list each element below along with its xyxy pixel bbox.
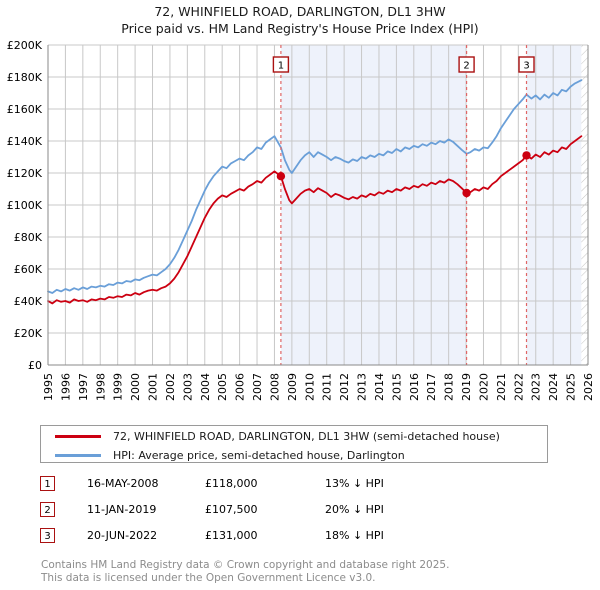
svg-text:2025: 2025	[565, 373, 578, 401]
chart-subtitle: Price paid vs. HM Land Registry's House …	[121, 21, 479, 36]
price-history-chart: £0 £20K £40K £60K £80K £100K £120K £140K £160K £1…	[7, 39, 595, 401]
transaction-delta-1: 13% ↓ HPI	[325, 476, 384, 490]
transaction-price-2: £107,500	[205, 502, 258, 516]
svg-text:2026: 2026	[582, 373, 595, 401]
transaction-date-1: 16-MAY-2008	[87, 476, 159, 490]
svg-text:2014: 2014	[373, 373, 386, 401]
svg-text:1998: 1998	[94, 373, 107, 401]
svg-text:£80K: £80K	[14, 231, 43, 244]
svg-text:2017: 2017	[425, 373, 438, 401]
svg-text:£20K: £20K	[14, 327, 43, 340]
table-row: 2 11-JAN-2019 £107,500 20% ↓ HPI	[40, 496, 560, 522]
svg-text:2004: 2004	[199, 373, 212, 401]
legend-swatch-hpi	[55, 453, 101, 457]
svg-text:£0: £0	[28, 359, 42, 372]
svg-text:2005: 2005	[216, 373, 229, 401]
svg-text:1995: 1995	[42, 373, 55, 401]
chart-legend: 72, WHINFIELD ROAD, DARLINGTON, DL1 3HW …	[40, 425, 548, 463]
svg-text:2013: 2013	[356, 373, 369, 401]
svg-text:2010: 2010	[303, 373, 316, 401]
copyright-footer: Contains HM Land Registry data © Crown c…	[41, 559, 581, 584]
svg-text:2009: 2009	[286, 373, 299, 401]
footer-line-1: Contains HM Land Registry data © Crown c…	[41, 559, 450, 571]
svg-text:2012: 2012	[338, 373, 351, 401]
transaction-badge-3: 3	[40, 527, 55, 543]
transaction-date-2: 11-JAN-2019	[87, 502, 157, 516]
transaction-table: 1 16-MAY-2008 £118,000 13% ↓ HPI 2 11-JA…	[40, 470, 560, 548]
svg-text:£140K: £140K	[7, 135, 43, 148]
transaction-delta-2: 20% ↓ HPI	[325, 502, 384, 516]
svg-text:1: 1	[278, 61, 284, 72]
svg-text:2021: 2021	[495, 373, 508, 401]
svg-text:1997: 1997	[77, 373, 90, 401]
svg-text:2008: 2008	[268, 373, 281, 401]
legend-swatch-property	[55, 434, 101, 438]
page-title: 72, WHINFIELD ROAD, DARLINGTON, DL1 3HW …	[0, 3, 600, 37]
legend-label-hpi: HPI: Average price, semi-detached house,…	[113, 448, 405, 462]
svg-text:£100K: £100K	[7, 199, 43, 212]
transaction-badge-1: 1	[40, 475, 55, 491]
svg-text:2001: 2001	[147, 373, 160, 401]
svg-text:1996: 1996	[59, 373, 72, 401]
svg-text:2022: 2022	[512, 373, 525, 401]
svg-text:2020: 2020	[477, 373, 490, 401]
svg-text:2016: 2016	[408, 373, 421, 401]
svg-text:£200K: £200K	[7, 39, 43, 52]
svg-text:2018: 2018	[443, 373, 456, 401]
legend-label-property: 72, WHINFIELD ROAD, DARLINGTON, DL1 3HW …	[113, 429, 500, 443]
svg-text:£60K: £60K	[14, 263, 43, 276]
svg-text:2019: 2019	[460, 373, 473, 401]
transaction-badge-2: 2	[40, 501, 55, 517]
table-row: 1 16-MAY-2008 £118,000 13% ↓ HPI	[40, 470, 560, 496]
svg-text:2011: 2011	[321, 373, 334, 401]
transaction-price-3: £131,000	[205, 528, 258, 542]
legend-item-property: 72, WHINFIELD ROAD, DARLINGTON, DL1 3HW …	[41, 427, 547, 445]
svg-text:£120K: £120K	[7, 167, 43, 180]
svg-text:2: 2	[463, 61, 469, 72]
svg-text:2007: 2007	[251, 373, 264, 401]
transaction-date-3: 20-JUN-2022	[87, 528, 158, 542]
svg-text:1999: 1999	[112, 373, 125, 401]
legend-item-hpi: HPI: Average price, semi-detached house,…	[41, 446, 547, 464]
svg-text:3: 3	[523, 61, 529, 72]
table-row: 3 20-JUN-2022 £131,000 18% ↓ HPI	[40, 522, 560, 548]
chart-title: 72, WHINFIELD ROAD, DARLINGTON, DL1 3HW	[154, 4, 446, 19]
svg-text:2000: 2000	[129, 373, 142, 401]
svg-text:2006: 2006	[234, 373, 247, 401]
svg-text:2015: 2015	[390, 373, 403, 401]
svg-text:£160K: £160K	[7, 103, 43, 116]
svg-text:2002: 2002	[164, 373, 177, 401]
transaction-delta-3: 18% ↓ HPI	[325, 528, 384, 542]
svg-text:£40K: £40K	[14, 295, 43, 308]
svg-text:2003: 2003	[181, 373, 194, 401]
svg-text:2023: 2023	[530, 373, 543, 401]
transaction-price-1: £118,000	[205, 476, 258, 490]
svg-text:£180K: £180K	[7, 71, 43, 84]
footer-line-2: This data is licensed under the Open Gov…	[41, 571, 376, 584]
svg-text:2024: 2024	[547, 373, 560, 401]
